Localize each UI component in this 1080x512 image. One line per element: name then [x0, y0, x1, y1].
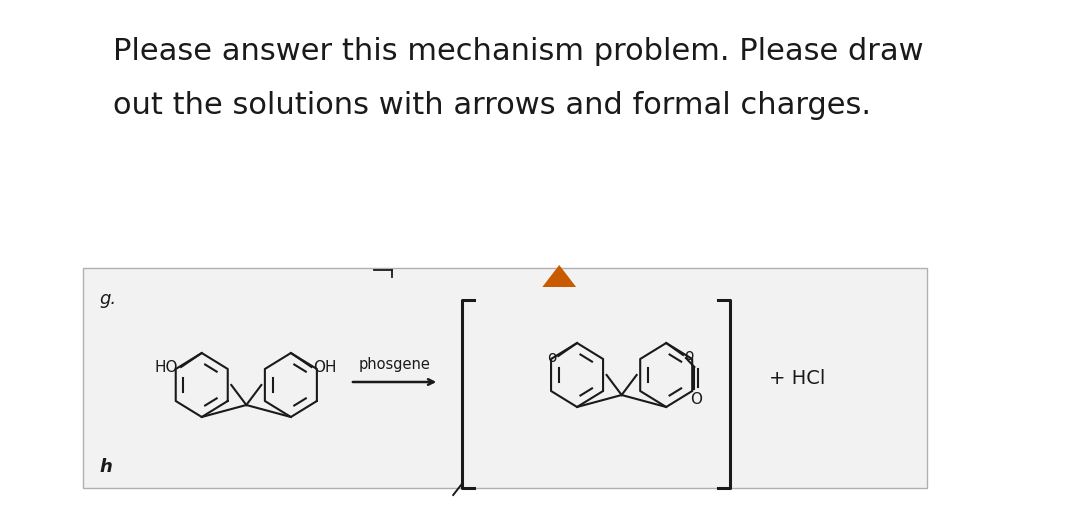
Text: + HCl: + HCl [769, 369, 826, 388]
Text: OH: OH [313, 360, 337, 375]
Text: g.: g. [99, 290, 117, 308]
Text: out the solutions with arrows and formal charges.: out the solutions with arrows and formal… [112, 91, 870, 119]
Text: phosgene: phosgene [359, 356, 431, 372]
Text: o: o [548, 350, 556, 365]
Text: Please answer this mechanism problem. Please draw: Please answer this mechanism problem. Pl… [112, 37, 923, 67]
Text: O: O [690, 392, 702, 407]
Text: HO: HO [154, 360, 178, 375]
Text: o: o [684, 348, 693, 362]
Text: h: h [99, 458, 112, 476]
Polygon shape [542, 265, 576, 287]
Bar [82, 268, 927, 488]
